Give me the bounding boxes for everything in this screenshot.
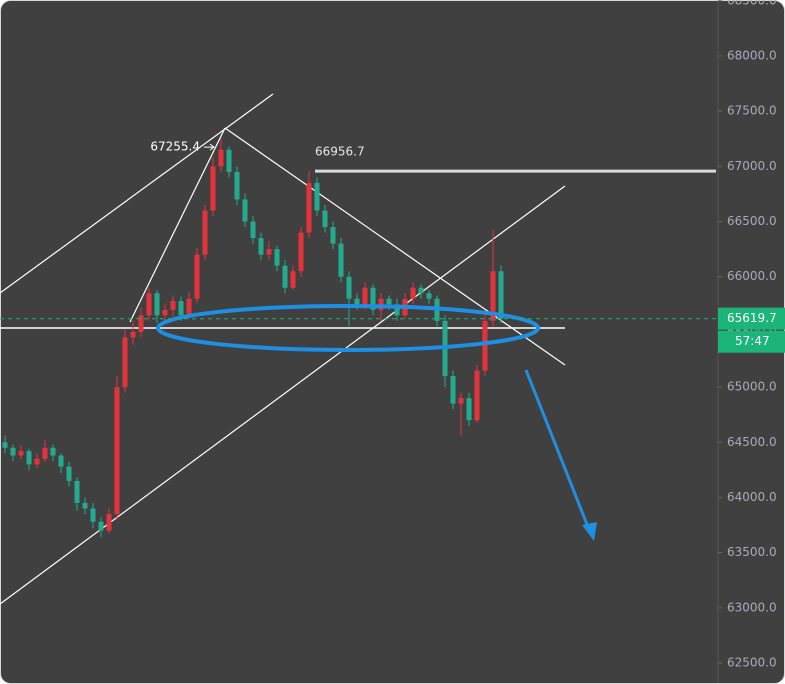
candle-body — [106, 514, 112, 531]
candle-body — [282, 265, 288, 288]
candle-body — [466, 398, 472, 421]
candle-body — [362, 287, 368, 305]
candle-body — [178, 300, 184, 316]
candle-body — [114, 387, 120, 515]
candle-body — [338, 243, 344, 277]
candle-body — [186, 298, 192, 316]
candle-body — [450, 376, 456, 404]
candle-body — [418, 287, 424, 294]
candle-body — [410, 287, 416, 299]
high-label: 67255.4 — [150, 140, 200, 154]
y-tick-label: 65000.0 — [727, 380, 777, 394]
high-arrow — [204, 143, 215, 151]
y-tick-label: 63500.0 — [727, 545, 777, 559]
trend-line — [224, 127, 566, 366]
candle-body — [66, 466, 72, 481]
forecast-arrowhead — [582, 522, 597, 541]
candle-body — [10, 447, 16, 456]
candle-body — [322, 210, 328, 228]
y-tick-label: 63000.0 — [727, 600, 777, 614]
y-tick-label: 68500.0 — [727, 0, 777, 7]
candle-body — [290, 271, 296, 288]
drawings — [0, 93, 566, 605]
y-tick-label: 66500.0 — [727, 214, 777, 228]
candle-body — [370, 287, 376, 310]
candle-body — [42, 447, 48, 459]
candle-body — [474, 370, 480, 421]
y-tick-label: 68000.0 — [727, 48, 777, 62]
candle-body — [98, 521, 104, 531]
candle-body — [266, 249, 272, 255]
candle-body — [234, 171, 240, 200]
candle-body — [154, 293, 160, 316]
last-price-box — [718, 307, 785, 330]
candle-body — [82, 502, 88, 509]
candle-body — [74, 480, 80, 503]
y-tick-label: 64000.0 — [727, 490, 777, 504]
trend-line — [129, 127, 226, 323]
candle-body — [258, 238, 264, 255]
candle-body — [482, 320, 488, 371]
candle-body — [242, 199, 248, 222]
forecast-arrow — [524, 369, 592, 533]
y-tick-label: 62500.0 — [727, 656, 777, 670]
candle-body — [394, 304, 400, 316]
candle-body — [490, 271, 496, 321]
candle-body — [458, 398, 464, 404]
candle-body — [250, 221, 256, 239]
candle-body — [306, 182, 312, 233]
candle-body — [386, 298, 392, 305]
trend-line — [0, 185, 566, 605]
y-tick-label: 67000.0 — [727, 159, 777, 173]
candle-body — [194, 254, 200, 299]
candle-body — [130, 331, 136, 338]
candle-body — [58, 455, 64, 467]
candle-body — [330, 227, 336, 244]
candle-body — [162, 309, 168, 316]
trend-line — [0, 93, 274, 294]
y-tick-label: 66000.0 — [727, 269, 777, 283]
candle-body — [146, 293, 152, 316]
y-tick-label: 64500.0 — [727, 435, 777, 449]
candle-body — [18, 451, 24, 456]
candle-body — [26, 451, 32, 465]
candle-body — [2, 442, 8, 448]
candle-body — [354, 298, 360, 305]
level-label: 66956.7 — [315, 145, 365, 159]
countdown-label: 57:47 — [735, 334, 770, 348]
last-price-label: 65619.7 — [727, 311, 777, 325]
candle-body — [274, 249, 280, 266]
candle-body — [170, 300, 176, 310]
candle-body — [218, 149, 224, 167]
candle-body — [314, 182, 320, 211]
candle-body — [138, 315, 144, 332]
candle-body — [122, 337, 128, 388]
candle-body — [298, 232, 304, 272]
candle-body — [90, 508, 96, 522]
candle-body — [346, 276, 352, 299]
y-tick-label: 67500.0 — [727, 104, 777, 118]
highlight-ellipse — [156, 304, 540, 352]
candle-body — [50, 447, 56, 456]
candle-body — [426, 293, 432, 299]
candle-body — [226, 149, 232, 172]
candle-body — [202, 210, 208, 255]
countdown-box — [718, 330, 785, 353]
candle-body — [210, 166, 216, 211]
candle-body — [498, 271, 504, 319]
candle-body — [34, 458, 40, 465]
